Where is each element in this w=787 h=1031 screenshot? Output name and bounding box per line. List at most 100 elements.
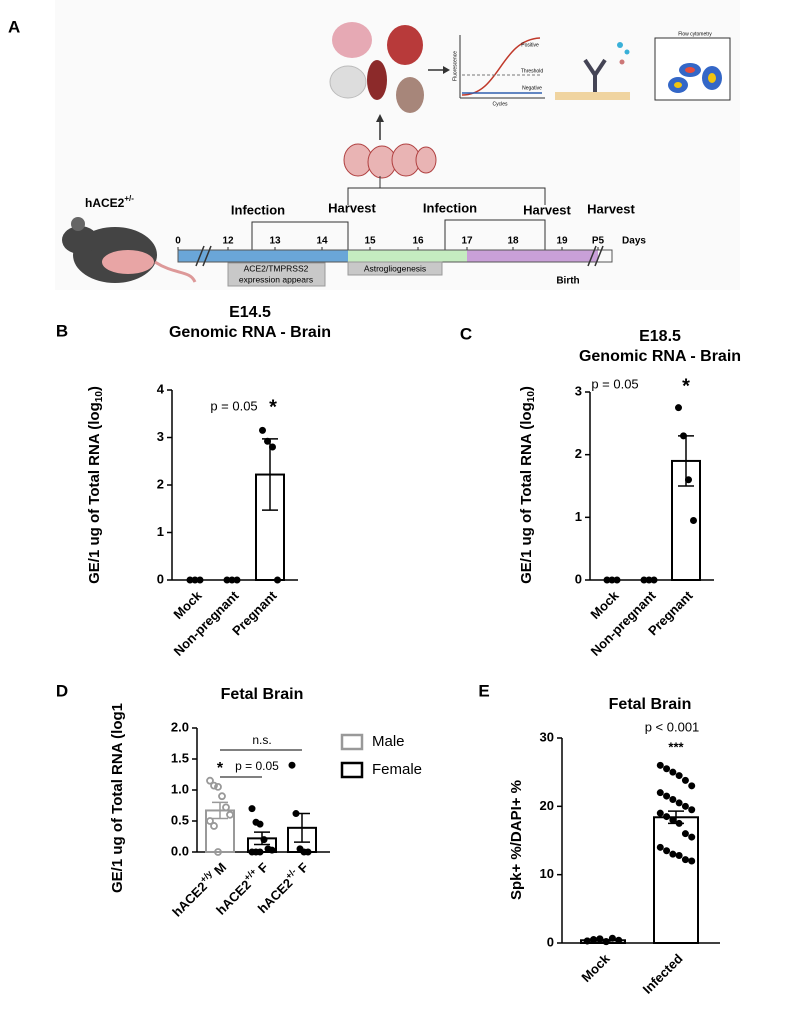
event-label: Infection <box>231 202 285 217</box>
data-point <box>259 426 266 434</box>
y-axis-label-text: Spk+ %/DAPI+ % <box>508 780 525 900</box>
annotation: n.s. <box>252 733 271 747</box>
bracket <box>444 219 546 250</box>
data-point <box>688 857 696 865</box>
spleen <box>367 60 387 100</box>
y-axis-label: Spk+ %/DAPI+ % <box>508 780 525 900</box>
timeline-segment <box>178 250 348 262</box>
data-point <box>274 576 281 584</box>
box <box>227 262 326 287</box>
y-tick-label: 1.0 <box>171 781 189 796</box>
timeline-tick-label: P5 <box>592 236 605 247</box>
event-label: Harvest <box>523 202 571 217</box>
data-point <box>675 819 683 827</box>
data-point <box>669 816 677 824</box>
data-point <box>669 850 677 858</box>
genotype: hACE2+/- <box>85 194 134 210</box>
chart-title: E14.5 <box>229 304 271 321</box>
heart <box>387 25 423 65</box>
timeline-tick-label: 18 <box>507 236 519 247</box>
y-tick-label: 1 <box>575 509 582 524</box>
data-point <box>650 576 658 584</box>
data-point <box>688 806 696 814</box>
y-axis-label: GE/1 ug of Total RNA (log10) <box>86 386 105 584</box>
chart-title: Genomic RNA - Brain <box>579 348 741 365</box>
axis-break <box>195 245 212 267</box>
data-point <box>256 820 264 828</box>
y-tick-label: 0.0 <box>171 843 189 858</box>
panel-label: D <box>56 681 68 700</box>
timeline-tick-label: 12 <box>222 236 234 247</box>
annotation: p = 0.05 <box>210 398 257 413</box>
y-tick-label: 1.5 <box>171 750 189 765</box>
data-point <box>292 810 300 818</box>
box-label: ACE2/TMPRSS2 <box>244 263 309 273</box>
timeline-tick-label: 0 <box>175 236 181 247</box>
panel-label: B <box>56 321 68 340</box>
data-point <box>602 938 610 946</box>
panel-a <box>55 0 740 290</box>
y-axis-label-text: GE/1 ug of Total RNA (log <box>518 402 535 584</box>
data-point <box>681 776 689 784</box>
box-label: expression appears <box>239 274 313 284</box>
data-point <box>675 852 683 860</box>
qpcr-label: Negative <box>522 85 542 91</box>
arrow-head <box>376 114 384 122</box>
data-point <box>669 796 677 803</box>
genotype-sup: +/- <box>124 194 134 203</box>
panel-label: A <box>8 17 20 36</box>
y-tick-label: 20 <box>540 798 554 813</box>
data-point <box>685 476 692 484</box>
qpcr-label: Positive <box>521 42 539 48</box>
data-point <box>218 792 226 801</box>
data-point <box>214 848 222 856</box>
data-point <box>222 803 230 812</box>
timeline-tick-label: 19 <box>556 236 568 247</box>
y-axis-label-text: GE/1 ug of Total RNA (log <box>86 402 103 584</box>
box <box>347 261 443 276</box>
y-tick-label: 2 <box>157 476 164 491</box>
data-point <box>688 782 696 790</box>
data-point <box>304 848 312 856</box>
data-point <box>681 830 689 838</box>
chart-title: Genomic RNA - Brain <box>169 324 331 341</box>
annotation: p = 0.05 <box>591 376 638 391</box>
placentas <box>343 143 437 179</box>
flow-plot <box>654 37 731 101</box>
y-tick-label: 30 <box>540 729 554 744</box>
genotype-base: hACE2 <box>85 196 125 210</box>
annotation: * <box>217 760 224 777</box>
y-axis-label: GE/1 ug of Total RNA (log1 <box>109 703 126 893</box>
data-point <box>680 432 687 440</box>
data-point <box>615 936 623 944</box>
data-point <box>248 805 256 813</box>
y-axis-label-end: ) <box>86 386 103 391</box>
data-point <box>663 847 671 855</box>
data-point <box>669 768 677 776</box>
birth-label: Birth <box>556 276 579 287</box>
kidney <box>396 77 424 113</box>
data-point <box>210 781 218 790</box>
qpcr-label: Fluorescence <box>452 51 458 81</box>
data-point <box>656 761 664 769</box>
y-axis-label-text: GE/1 ug of Total RNA (log1 <box>109 703 126 893</box>
flow-label: Flow cytometry <box>678 31 712 37</box>
data-point <box>206 776 214 785</box>
legend-label: Female <box>372 761 422 778</box>
chart-title: Fetal Brain <box>221 686 304 703</box>
y-axis-label-end: ) <box>518 386 535 391</box>
data-point <box>210 822 218 830</box>
legend-swatch <box>340 761 364 779</box>
data-point <box>663 765 671 773</box>
data-point <box>675 404 682 412</box>
qpcr-label: Cycles <box>492 101 508 107</box>
timeline-tick-label: 16 <box>412 236 424 247</box>
data-point <box>608 934 616 942</box>
qpcr-label: Threshold <box>521 68 543 74</box>
data-point <box>688 833 696 841</box>
y-tick-label: 0 <box>157 571 164 586</box>
data-point <box>656 789 664 797</box>
y-tick-label: 1 <box>157 524 164 539</box>
data-point <box>596 935 604 943</box>
